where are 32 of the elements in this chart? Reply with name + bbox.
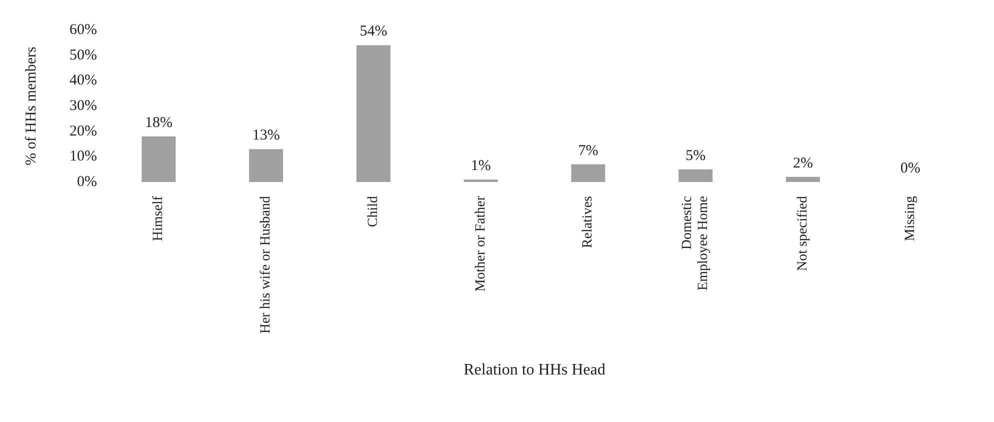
bar xyxy=(464,179,498,182)
bar xyxy=(678,169,713,182)
data-label: 7% xyxy=(578,142,598,159)
y-tick-label: 20% xyxy=(70,123,97,140)
y-tick-label: 60% xyxy=(70,22,97,38)
x-tick-label: Her his wife or Husband xyxy=(258,196,274,334)
bar xyxy=(142,136,176,182)
data-label: 1% xyxy=(470,158,491,174)
x-axis-title: Relation to HHs Head xyxy=(464,362,606,378)
x-tick-label: Domestic Employee Home xyxy=(680,196,712,290)
bar xyxy=(356,45,390,182)
x-tick-label: Relatives xyxy=(580,196,596,248)
y-tick-label: 40% xyxy=(70,72,97,89)
y-tick-label: 30% xyxy=(70,98,97,114)
data-label: 5% xyxy=(686,148,706,164)
data-label: 0% xyxy=(900,160,920,176)
x-tick-label: Not specified xyxy=(795,196,810,272)
x-tick-label: Child xyxy=(366,196,381,228)
data-label: 2% xyxy=(792,155,813,172)
x-tick-label: Missing xyxy=(902,196,918,242)
y-tick-label: 0% xyxy=(77,174,97,190)
data-label: 18% xyxy=(144,114,172,131)
bar xyxy=(571,164,606,182)
y-axis-title: % of HHs members xyxy=(24,46,40,166)
data-label: 54% xyxy=(360,24,388,40)
y-tick-label: 50% xyxy=(70,47,97,64)
data-label: 13% xyxy=(252,128,280,144)
y-tick-label: 10% xyxy=(70,148,97,165)
bar xyxy=(786,176,820,182)
x-tick-label: Mother or Father xyxy=(473,196,488,292)
bar xyxy=(249,149,284,182)
x-tick-label: Himself xyxy=(151,196,166,242)
